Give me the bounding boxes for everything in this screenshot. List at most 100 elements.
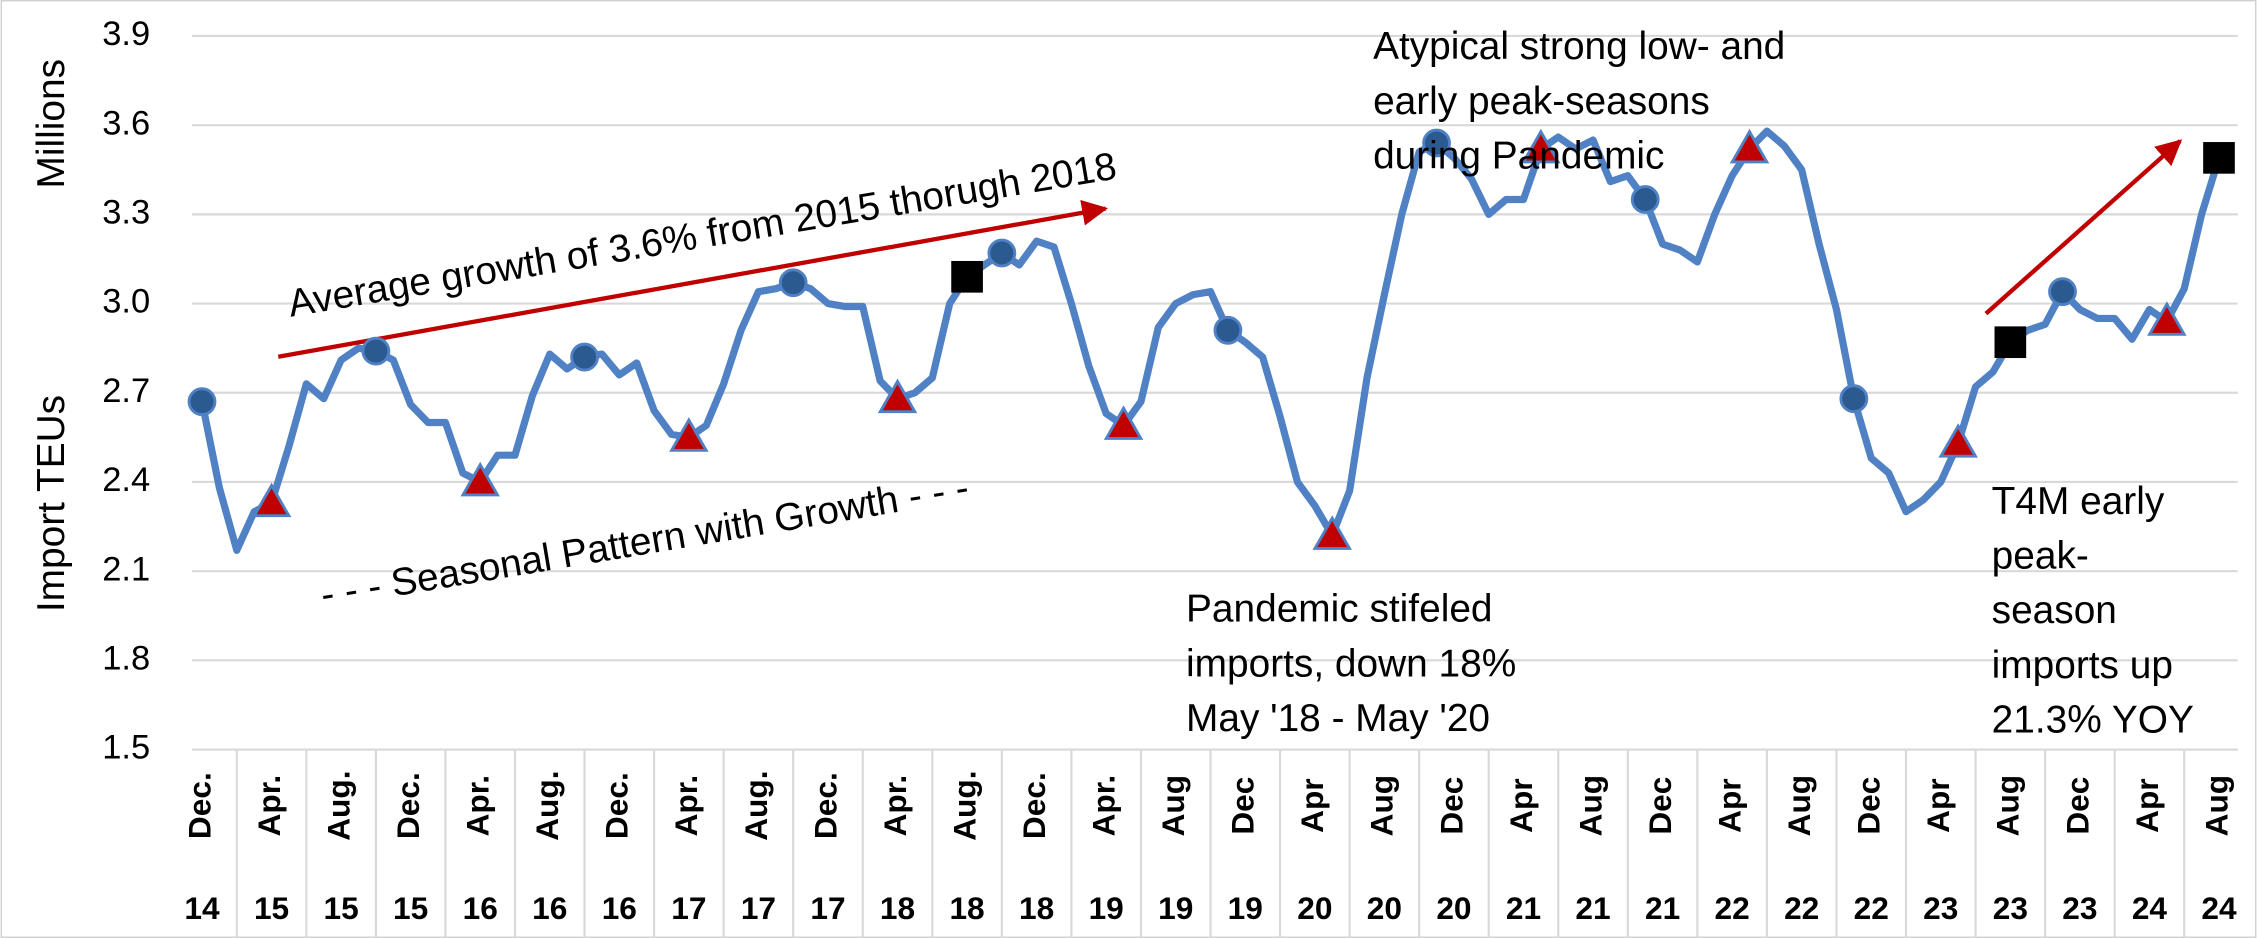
x-tick-year: 14	[184, 890, 220, 926]
x-tick-year: 16	[532, 890, 567, 926]
x-tick-label: Apr	[1503, 778, 1539, 832]
marker-circle	[1213, 315, 1243, 345]
marker-triangle	[877, 378, 918, 414]
x-tick-label: Dec	[1851, 777, 1887, 835]
x-tick-year: 21	[1645, 890, 1680, 926]
marker-triangle	[669, 417, 709, 452]
x-tick-year: 18	[1019, 890, 1054, 926]
x-tick-label: Apr	[1294, 778, 1330, 833]
x-tick-label: Dec	[2059, 777, 2095, 835]
x-tick-label: Aug	[1155, 775, 1191, 837]
x-tick-year: 23	[1923, 890, 1958, 926]
x-tick-label: Dec	[1433, 777, 1469, 835]
x-tick-year: 17	[671, 890, 706, 926]
x-tick-year: 18	[949, 890, 984, 926]
x-tick-label: Apr	[1920, 778, 1956, 832]
x-tick-year: 22	[1715, 890, 1750, 926]
x-tick-label: Aug	[1364, 775, 1400, 837]
annotation: T4M early	[1992, 480, 2165, 523]
x-tick-year: 18	[880, 890, 915, 926]
x-tick-year: 22	[1854, 890, 1889, 926]
marker-triangle	[1938, 423, 1978, 458]
annotation: early peak-seasons	[1373, 80, 1710, 123]
marker-triangle	[460, 461, 500, 497]
trend-arrow	[1984, 139, 2183, 316]
y-tick-label: 3.3	[102, 193, 150, 231]
marker-triangle	[1312, 515, 1352, 550]
y-axis-unit: Millions	[30, 59, 73, 188]
x-tick-label: Aug.	[738, 770, 774, 840]
marker-triangle	[1103, 405, 1144, 440]
annotation: Atypical strong low- and	[1373, 25, 1785, 68]
x-tick-year: 23	[2062, 890, 2097, 926]
x-tick-label: Aug	[1990, 775, 2026, 837]
annotation: imports up	[1992, 644, 2173, 687]
x-tick-year: 19	[1158, 890, 1193, 926]
marker-circle	[1839, 384, 1869, 414]
x-tick-label: Dec.	[181, 772, 217, 839]
x-tick-year: 15	[324, 890, 359, 926]
x-tick-year: 15	[393, 890, 428, 926]
x-tick-label: Apr.	[460, 775, 496, 837]
y-tick-label: 3.0	[102, 283, 150, 321]
marker-circle	[987, 238, 1017, 268]
x-tick-label: Aug.	[946, 770, 982, 840]
x-tick-label: Apr.	[668, 775, 704, 837]
annotation: Pandemic stifeled	[1186, 588, 1492, 631]
y-tick-label: 2.7	[102, 372, 150, 410]
marker-triangle	[251, 482, 292, 518]
x-tick-label: Dec	[1225, 777, 1261, 835]
x-tick-year: 21	[1575, 890, 1610, 926]
x-tick-year: 21	[1506, 890, 1541, 926]
x-tick-year: 19	[1089, 890, 1124, 926]
x-tick-year: 20	[1436, 890, 1471, 926]
annotation: 21.3% YOY	[1992, 698, 2194, 741]
marker-triangle	[1521, 128, 1561, 164]
y-axis-title: Import TEUs	[30, 395, 73, 612]
x-tick-year: 22	[1784, 890, 1819, 926]
x-tick-year: 24	[2132, 890, 2168, 926]
x-tick-year: 17	[741, 890, 776, 926]
x-tick-label: Aug.	[320, 770, 356, 840]
y-tick-label: 2.1	[102, 550, 150, 588]
x-tick-label: Dec.	[1016, 772, 1052, 839]
annotation: imports, down 18%	[1186, 642, 1516, 685]
x-tick-year: 20	[1367, 890, 1402, 926]
marker-circle	[1422, 128, 1451, 158]
x-tick-year: 16	[463, 890, 498, 926]
y-tick-label: 2.4	[102, 461, 150, 499]
y-tick-label: 3.9	[102, 15, 150, 53]
marker-circle	[778, 268, 808, 298]
x-tick-label: Dec	[1642, 777, 1678, 835]
marker-circle	[361, 336, 391, 366]
x-tick-year: 24	[2201, 890, 2237, 926]
annotation: season	[1992, 589, 2117, 632]
annotation: peak-	[1992, 534, 2089, 577]
y-tick-label: 1.8	[102, 639, 150, 677]
x-tick-label: Aug	[2198, 775, 2234, 837]
marker-square	[2203, 142, 2235, 174]
x-tick-label: Apr	[2129, 778, 2165, 832]
x-tick-label: Dec.	[599, 772, 635, 839]
marker-triangle	[1729, 128, 1770, 164]
marker-circle	[187, 387, 217, 417]
x-tick-year: 17	[810, 890, 845, 926]
x-tick-year: 20	[1297, 890, 1332, 926]
x-tick-year: 15	[254, 890, 289, 926]
marker-square	[951, 260, 983, 293]
x-tick-label: Aug.	[529, 770, 565, 840]
x-tick-label: Dec.	[807, 772, 843, 839]
x-tick-year: 23	[1993, 890, 2028, 926]
annotation: May '18 - May '20	[1186, 697, 1490, 740]
series-line	[198, 127, 2223, 554]
x-tick-label: Dec.	[390, 772, 426, 839]
x-tick-label: Apr.	[877, 775, 913, 837]
marker-circle	[2048, 277, 2077, 307]
x-tick-year: 16	[602, 890, 637, 926]
x-tick-label: Aug	[1781, 775, 1817, 837]
annotation: during Pandemic	[1373, 135, 1664, 178]
marker-triangle	[2147, 301, 2187, 336]
marker-circle	[1630, 185, 1660, 214]
